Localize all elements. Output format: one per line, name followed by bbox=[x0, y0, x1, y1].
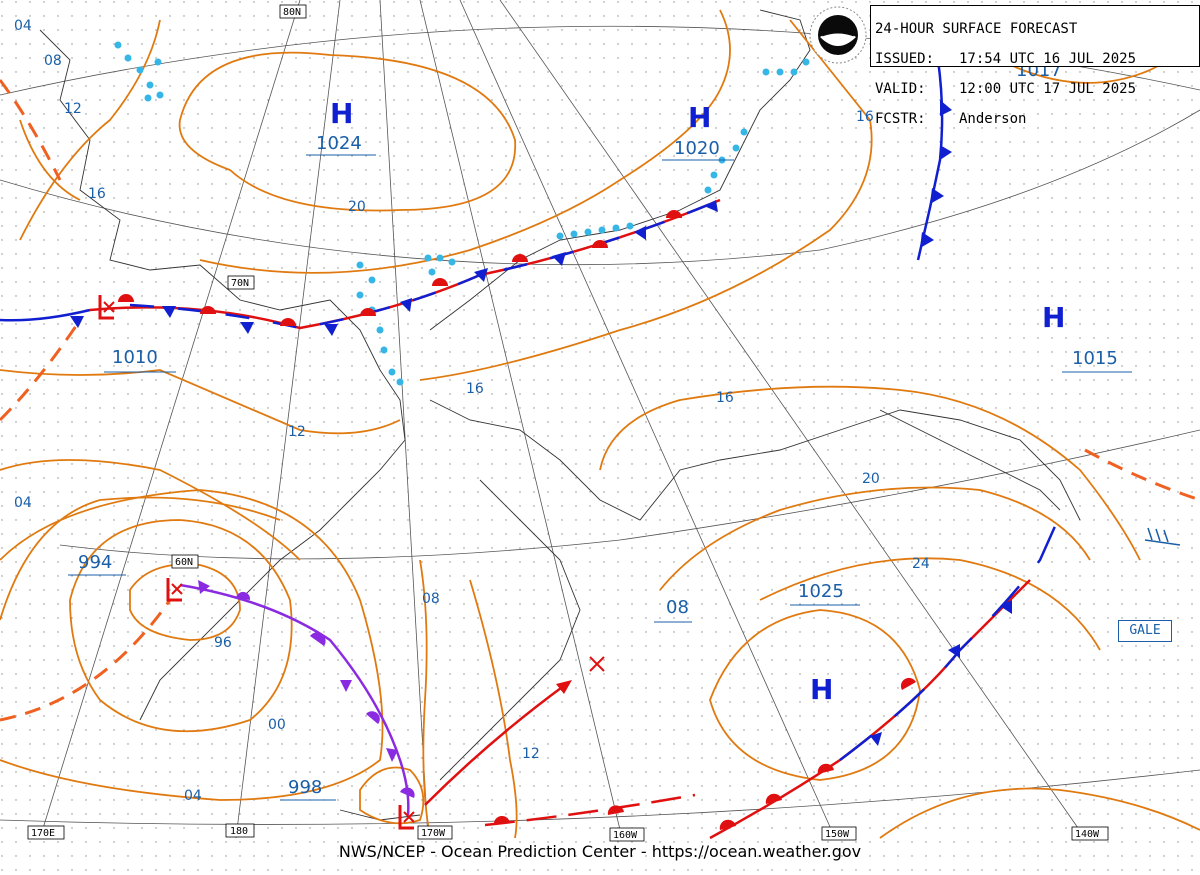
isobar-label: 04 bbox=[14, 18, 32, 34]
stationary-front-north bbox=[0, 198, 721, 336]
isobar-label: 08 bbox=[422, 591, 440, 607]
lon-label: 140W bbox=[1075, 829, 1100, 840]
lat-60n-line bbox=[59, 429, 1200, 560]
isobar-label: 12 bbox=[288, 424, 306, 440]
issued-label: ISSUED: bbox=[875, 51, 935, 67]
isobar-label: 00 bbox=[268, 717, 286, 733]
noaa-logo bbox=[808, 5, 868, 65]
low-center-value: 1010 bbox=[112, 347, 158, 368]
valid-row: VALID: 12:00 UTC 17 JUL 2025 bbox=[875, 82, 1199, 97]
low-center-value: 994 bbox=[78, 552, 112, 573]
lat-70n-line bbox=[0, 109, 1200, 266]
high-center-letter: H bbox=[688, 101, 711, 134]
high-center-value: 1024 bbox=[316, 133, 362, 154]
fcstr-label: FCSTR: bbox=[875, 111, 926, 127]
isobar-label: 20 bbox=[862, 471, 880, 487]
graticule bbox=[0, 0, 1200, 839]
lon-170w-line bbox=[379, 0, 429, 839]
issued-row: ISSUED: 17:54 UTC 16 JUL 2025 bbox=[875, 52, 1199, 67]
lon-label: 180 bbox=[230, 826, 248, 837]
high-center-letter: H bbox=[1042, 301, 1065, 334]
lon-label: 170W bbox=[421, 828, 446, 839]
front-south-east bbox=[709, 514, 1062, 840]
fcstr-value: Anderson bbox=[959, 111, 1027, 127]
footer-credit: NWS/NCEP - Ocean Prediction Center - htt… bbox=[338, 842, 862, 861]
lon-180-line bbox=[235, 0, 341, 839]
grid-labels: 80N 70N 60N 170E 180 170W 160W 150W 140W bbox=[27, 4, 1109, 842]
isobar-south-east bbox=[879, 787, 1200, 839]
isobar-label: 04 bbox=[184, 788, 202, 804]
isobar-20-north bbox=[178, 51, 516, 212]
high-center-value: 1025 bbox=[798, 581, 844, 602]
isobar-998-low bbox=[359, 766, 425, 825]
isobar-20-mid bbox=[659, 486, 1091, 591]
isobar-label: 24 bbox=[912, 556, 930, 572]
cold-front-east bbox=[916, 59, 952, 261]
isobar-1025-high bbox=[709, 609, 921, 781]
low-marker-2 bbox=[166, 578, 182, 602]
lon-label: 150W bbox=[825, 829, 850, 840]
isobar-24-mid bbox=[759, 557, 1101, 651]
isobar-12-west bbox=[0, 119, 401, 435]
troughs bbox=[0, 79, 1200, 722]
ice-edge bbox=[114, 41, 810, 386]
lon-170e-line bbox=[39, 0, 301, 839]
isobar-label: 12 bbox=[64, 101, 82, 117]
isobar-16-mid bbox=[599, 385, 1141, 561]
isobar-label: 20 bbox=[348, 199, 366, 215]
occluded-front bbox=[179, 580, 415, 816]
high-center-value: 1015 bbox=[1072, 348, 1118, 369]
isobar-label: 16 bbox=[856, 109, 874, 125]
forecaster-row: FCSTR: Anderson bbox=[875, 112, 1199, 127]
isobar-label: 16 bbox=[466, 381, 484, 397]
trough-south bbox=[484, 793, 696, 827]
low-marker-3 bbox=[398, 805, 414, 830]
isobar-16-east bbox=[419, 19, 873, 381]
valid-value: 12:00 UTC 17 JUL 2025 bbox=[959, 81, 1137, 97]
lon-150w-line bbox=[459, 0, 836, 839]
isobar-label: 16 bbox=[88, 186, 106, 202]
gale-warning-box: GALE bbox=[1118, 620, 1172, 642]
low-symbols bbox=[98, 295, 605, 830]
isobar-04-west bbox=[0, 459, 301, 621]
wind-barb bbox=[1144, 527, 1181, 546]
forecast-title: 24-HOUR SURFACE FORECAST bbox=[875, 21, 1078, 37]
high-center-letter: H bbox=[330, 97, 353, 130]
low-center-value: 08 bbox=[666, 597, 689, 618]
issued-value: 17:54 UTC 16 JUL 2025 bbox=[959, 51, 1137, 67]
isobar-label: 04 bbox=[14, 495, 32, 511]
isobar-label: 96 bbox=[214, 635, 232, 651]
isobar-16-north bbox=[19, 9, 731, 274]
isobar-08-mid bbox=[419, 559, 431, 839]
isobar-labels: 04 08 12 16 20 16 16 12 16 04 20 24 08 9… bbox=[14, 18, 930, 804]
isobar-label: 12 bbox=[522, 746, 540, 762]
isobar-994-low bbox=[129, 563, 241, 641]
isobar-04-south bbox=[0, 489, 384, 801]
low-marker-1 bbox=[98, 295, 114, 320]
lat-label: 70N bbox=[231, 278, 249, 289]
valid-label: VALID: bbox=[875, 81, 926, 97]
forecast-info-box: 24-HOUR SURFACE FORECAST ISSUED: 17:54 UT… bbox=[870, 5, 1200, 127]
isobar-label: 08 bbox=[44, 53, 62, 69]
low-dissipating-marker bbox=[589, 656, 605, 672]
low-track-arrow bbox=[424, 680, 572, 806]
lon-label: 170E bbox=[31, 828, 55, 839]
lon-140w-line bbox=[499, 0, 1086, 839]
isobar-12-south bbox=[469, 579, 518, 839]
lat-label: 60N bbox=[175, 557, 193, 568]
isobar-00-low bbox=[69, 519, 293, 733]
isobar-label: 16 bbox=[716, 390, 734, 406]
lon-label: 160W bbox=[613, 830, 638, 841]
high-center-value: 1020 bbox=[674, 138, 720, 159]
lat-label: 80N bbox=[283, 7, 301, 18]
high-center-letter: H bbox=[810, 673, 833, 706]
low-center-value: 998 bbox=[288, 777, 322, 798]
lon-160w-line bbox=[419, 0, 623, 839]
